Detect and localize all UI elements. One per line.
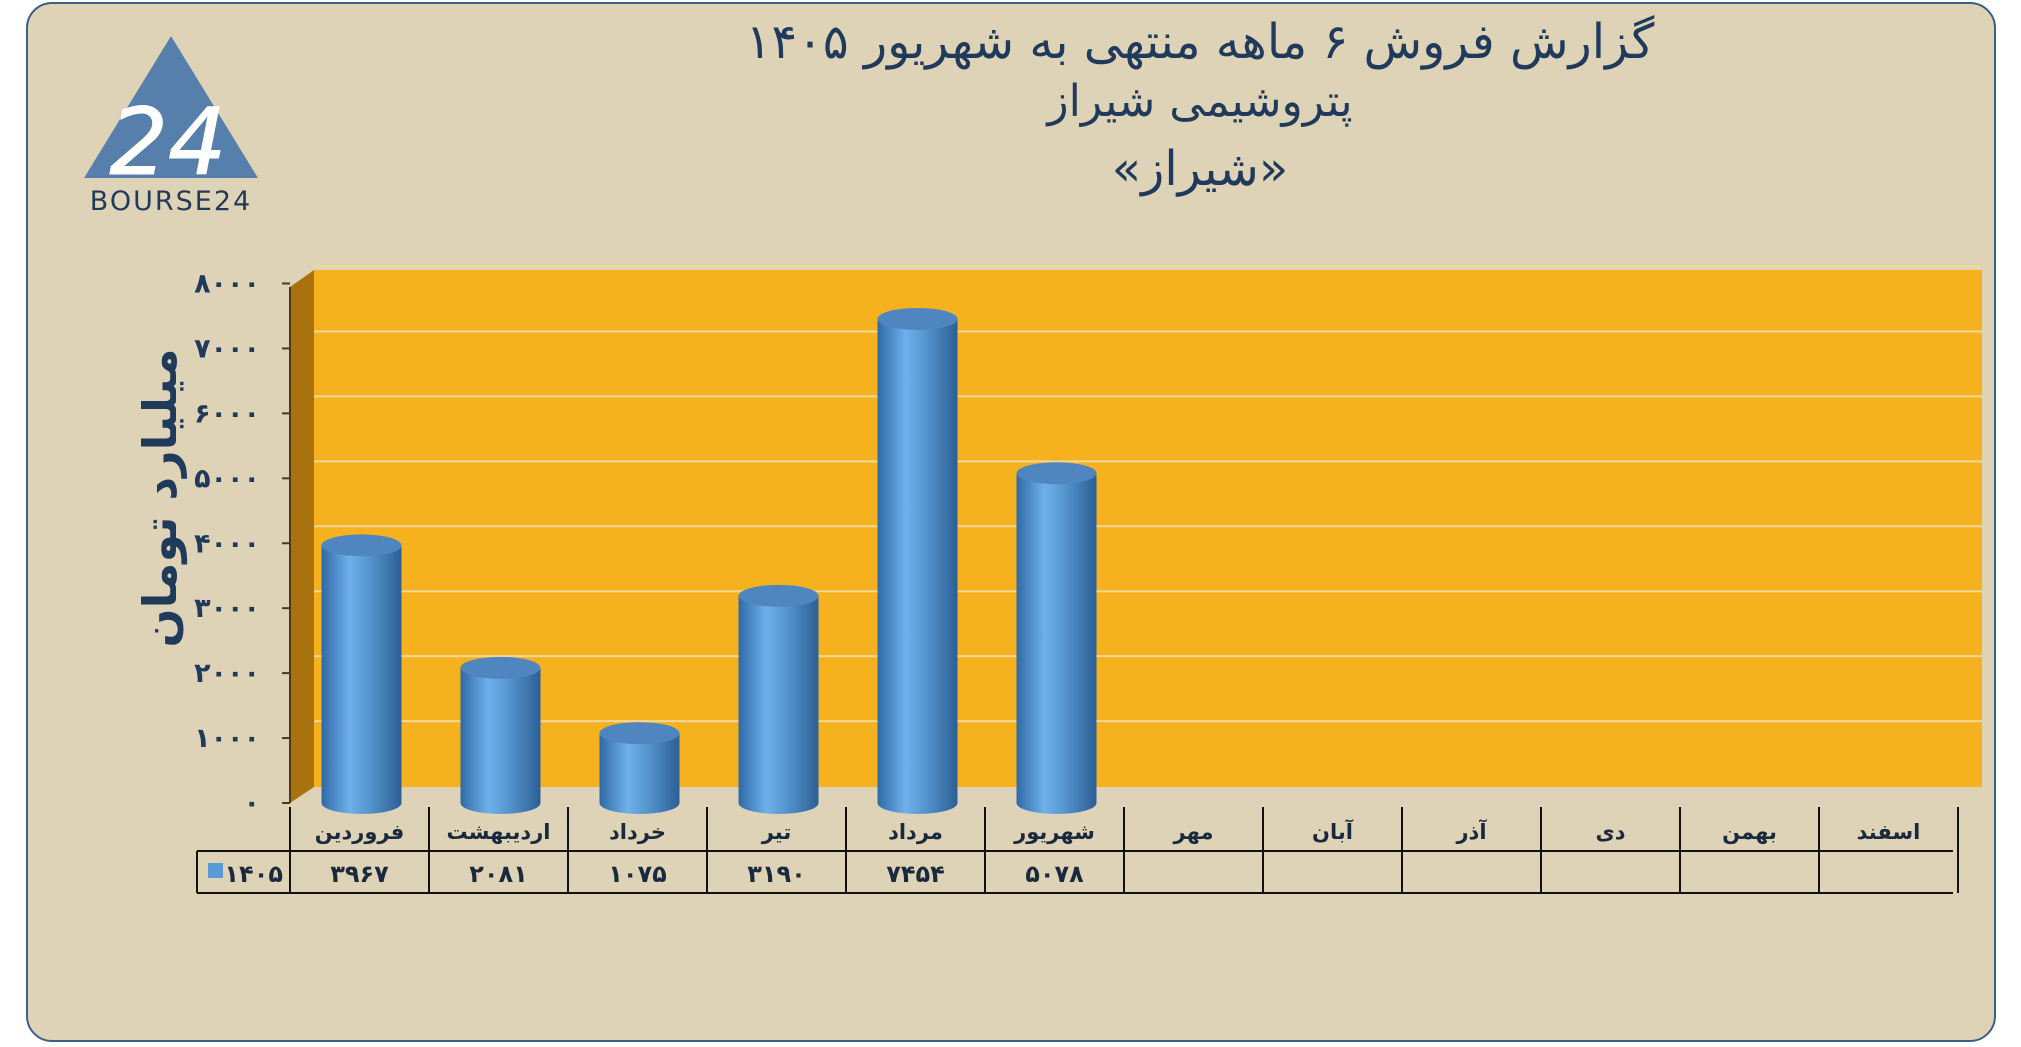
y-tick-label: ۳۰۰۰ (194, 593, 260, 624)
bar-body (599, 733, 680, 814)
bar-body (738, 595, 819, 814)
legend-series-name: ۱۴۰۵ (224, 860, 283, 888)
bar-top (460, 656, 541, 679)
bar (1016, 462, 1097, 814)
bar-top (599, 722, 680, 745)
bar-body (877, 318, 958, 814)
bar-body (1016, 473, 1097, 814)
x-category-label: تیر (761, 820, 792, 844)
y-tick-label: ۲۰۰۰ (194, 658, 260, 689)
chart-title: گزارش فروش ۶ ماهه منتهی به شهریور ۱۴۰۵ (745, 14, 1655, 70)
bar-top (321, 534, 402, 557)
bourse24-logo: 24 BOURSE24 (84, 36, 258, 217)
logo-wordmark: BOURSE24 (90, 186, 252, 217)
bar (877, 307, 958, 814)
x-category-label: مرداد (888, 820, 943, 844)
y-tick-label: ۱۰۰۰ (194, 723, 260, 754)
bar-body (460, 667, 541, 814)
data-label: ۲۰۸۱ (469, 860, 528, 888)
bar-top (877, 307, 958, 330)
x-category-label: بهمن (1722, 820, 1777, 844)
bar-top (1016, 462, 1097, 485)
y-tick-label: ۶۰۰۰ (194, 398, 260, 429)
bar-body (321, 545, 402, 814)
x-category-label: مهر (1173, 820, 1214, 844)
legend-swatch (208, 863, 223, 878)
logo-mark: 24 (109, 89, 226, 196)
x-category-label: آبان (1312, 819, 1354, 844)
x-category-label: فروردین (315, 820, 405, 844)
chart-symbol: «شیراز» (1111, 141, 1289, 197)
data-label: ۳۹۶۷ (330, 860, 389, 888)
chart-subtitle: پتروشیمی شیراز (1047, 76, 1353, 127)
x-category-label: شهریور (1013, 820, 1095, 844)
bar (460, 656, 541, 814)
plot-side-wall (290, 270, 314, 803)
plot-area (314, 270, 1982, 787)
x-category-label: خرداد (609, 820, 666, 844)
y-tick-label: ۸۰۰۰ (194, 269, 260, 300)
x-category-label: آذر (1455, 819, 1487, 844)
data-label: ۱۰۷۵ (608, 860, 667, 888)
x-category-label: دی (1595, 820, 1625, 844)
y-tick-label: ۷۰۰۰ (194, 333, 260, 364)
y-tick-label: ۴۰۰۰ (194, 528, 260, 559)
bar-top (738, 584, 819, 607)
x-category-label: اردیبهشت (447, 820, 551, 844)
y-tick-label: ۰ (244, 788, 260, 819)
data-label: ۵۰۷۸ (1025, 860, 1084, 888)
y-tick-label: ۵۰۰۰ (194, 463, 260, 494)
data-label: ۳۱۹۰ (747, 860, 806, 888)
bar (321, 534, 402, 814)
bar (599, 722, 680, 814)
bar (738, 584, 819, 814)
x-category-label: اسفند (1857, 820, 1921, 844)
data-label: ۷۴۵۴ (886, 860, 945, 888)
